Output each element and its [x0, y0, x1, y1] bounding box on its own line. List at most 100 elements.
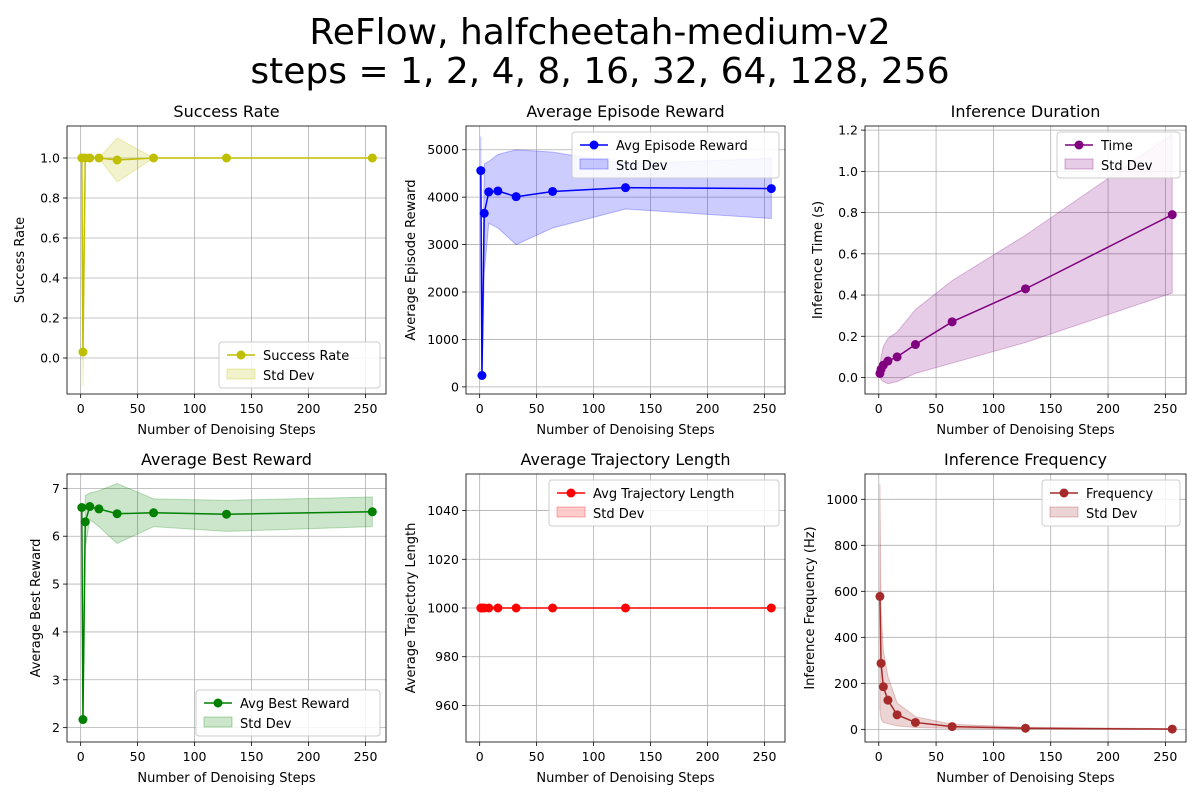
y-tick-label: 1040: [427, 503, 459, 518]
axes-frame: [465, 125, 786, 395]
y-tick-label: 7: [52, 481, 60, 496]
y-tick-label: 0.8: [40, 191, 60, 206]
y-axis-label: Success Rate: [13, 217, 28, 303]
legend-series-label: Avg Episode Reward: [616, 139, 748, 154]
y-tick-label: 6: [52, 529, 60, 544]
y-tick-label: 5000: [427, 142, 459, 157]
x-axis-label: Number of Denoising Steps: [936, 423, 1114, 438]
legend-band-swatch: [579, 158, 609, 170]
y-tick-label: 1.2: [838, 123, 858, 138]
legend-band-label: Std Dev: [616, 159, 668, 174]
x-tick-label: 150: [1039, 749, 1063, 764]
legend-series-label: Avg Best Reward: [240, 697, 350, 712]
x-tick-label: 100: [582, 401, 606, 416]
x-axis-label: Number of Denoising Steps: [536, 771, 714, 786]
x-axis-label: Number of Denoising Steps: [936, 771, 1114, 786]
data-point: [112, 509, 122, 519]
legend-box: [1041, 479, 1181, 527]
data-point: [947, 317, 957, 327]
data-point: [766, 603, 776, 613]
data-point: [484, 603, 494, 613]
x-tick-label: 0: [476, 401, 484, 416]
series-line: [879, 596, 1173, 730]
x-tick-label: 0: [476, 749, 484, 764]
std-dev-band: [81, 483, 373, 720]
y-tick-label: 4: [52, 624, 60, 639]
x-tick-label: 200: [1096, 401, 1120, 416]
data-point: [222, 153, 231, 163]
subplot-title: Success Rate: [173, 102, 279, 121]
subplot-title: Inference Duration: [951, 102, 1101, 121]
x-tick-label: 100: [183, 749, 207, 764]
legend-box: [1056, 131, 1181, 179]
y-tick-label: 0.8: [838, 205, 858, 220]
y-tick-label: 1.0: [40, 151, 60, 166]
data-point: [876, 658, 886, 668]
legend-band-swatch: [556, 506, 586, 518]
x-tick-label: 100: [981, 401, 1005, 416]
y-tick-label: 0.6: [838, 246, 858, 261]
legend: Avg Best Reward Std Dev: [195, 689, 381, 737]
legend-series-label: Time: [1100, 139, 1133, 154]
data-point: [511, 603, 521, 613]
x-tick-label: 250: [753, 749, 777, 764]
data-point: [1167, 210, 1177, 220]
data-point: [493, 186, 503, 196]
std-dev-band: [480, 136, 772, 377]
data-point: [910, 717, 920, 727]
x-tick-label: 250: [1153, 749, 1177, 764]
data-point: [1021, 284, 1030, 294]
x-tick-label: 50: [130, 749, 146, 764]
data-point: [85, 153, 95, 163]
data-point: [883, 695, 893, 705]
data-point: [621, 183, 630, 193]
legend-box: [218, 341, 381, 389]
legend-marker-swatch: [1059, 488, 1069, 498]
legend-band-swatch: [203, 716, 233, 728]
data-point: [222, 509, 231, 519]
legend-box: [548, 479, 780, 527]
legend: Time Std Dev: [1056, 131, 1181, 179]
subplot-1: 0 50 100 150 200 250 0.0 0.2 0.4 0.6 0.8 1.0 Success…: [13, 102, 387, 438]
subplot-title: Average Trajectory Length: [520, 450, 730, 469]
x-tick-label: 150: [639, 401, 663, 416]
data-point: [766, 184, 776, 194]
subplot-title: Average Episode Reward: [526, 102, 724, 121]
figure-title-line2: steps = 1, 2, 4, 8, 16, 32, 64, 128, 256: [250, 51, 949, 92]
x-tick-label: 200: [297, 749, 321, 764]
y-tick-label: 3: [52, 672, 60, 687]
data-point: [78, 715, 88, 725]
x-tick-label: 250: [753, 401, 777, 416]
x-tick-label: 250: [1153, 401, 1177, 416]
y-axis-label: Inference Time (s): [811, 201, 826, 319]
y-tick-label: 800: [834, 538, 858, 553]
x-tick-label: 50: [529, 401, 545, 416]
data-point: [479, 208, 489, 218]
data-point: [149, 508, 159, 518]
y-tick-label: 1020: [427, 552, 459, 567]
legend: Frequency Std Dev: [1041, 479, 1181, 527]
y-tick-label: 0: [451, 379, 459, 394]
legend-band-label: Std Dev: [1101, 159, 1153, 174]
legend: Avg Episode Reward Std Dev: [571, 131, 780, 179]
legend: Success Rate Std Dev: [218, 341, 381, 389]
data-point: [875, 591, 885, 601]
x-tick-label: 150: [240, 749, 264, 764]
data-point: [94, 504, 104, 514]
axes-frame: [66, 473, 387, 743]
y-tick-label: 5: [52, 577, 60, 592]
y-tick-label: 0.0: [838, 370, 858, 385]
legend-series-label: Frequency: [1086, 487, 1153, 502]
subplot-2: 0 50 100 150 200 250 0 1000 2000 3000 4000 5000 Aver…: [404, 102, 786, 438]
legend-box: [195, 689, 381, 737]
y-tick-label: 980: [435, 649, 459, 664]
axes-frame: [864, 473, 1187, 743]
data-point: [548, 186, 558, 196]
legend-marker-swatch: [566, 488, 576, 498]
subplot-3: 0 50 100 150 200 250 0.0 0.2 0.4 0.6 0.8 1.0 1.2 Infe…: [811, 102, 1187, 438]
x-tick-label: 200: [1096, 749, 1120, 764]
y-axis-label: Average Best Reward: [29, 539, 44, 678]
x-tick-label: 150: [240, 401, 264, 416]
x-tick-label: 200: [696, 749, 720, 764]
